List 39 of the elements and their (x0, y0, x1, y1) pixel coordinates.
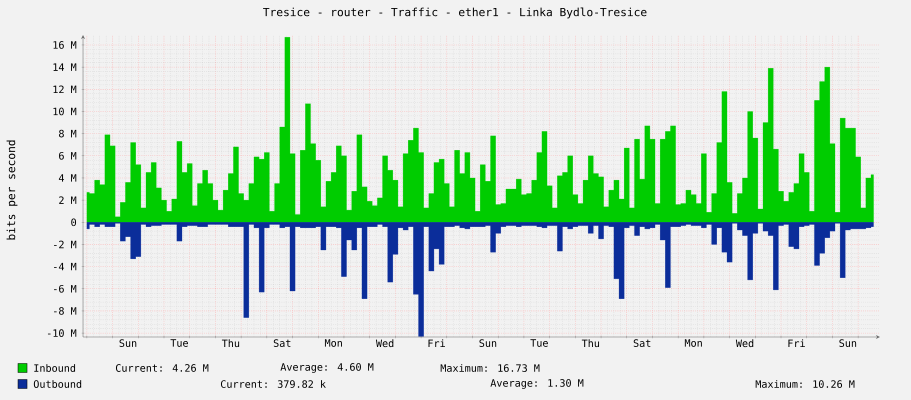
y-tick-label: 16 M (54, 41, 76, 49)
x-tick-label: Thu (222, 339, 240, 348)
legend-label: Inbound (34, 364, 76, 372)
y-tick-label: -2 M (54, 240, 76, 248)
x-tick-label: Tue (170, 339, 188, 347)
y-tick-label: 4 M (58, 174, 76, 182)
x-tick-label: Wed (376, 339, 394, 348)
x-tick-label: Fri (788, 339, 805, 347)
text: Average: 1.30 M (490, 379, 584, 389)
y-tick-label: 12 M (54, 86, 76, 94)
x-tick-label: Sat (274, 339, 290, 347)
chart-title: Tresice - router - Traffic - ether1 - Linka Bydlo-Tresice (263, 8, 646, 18)
y-tick-label: -10 M (48, 329, 76, 337)
text: Current: 379.82 k (220, 380, 326, 388)
y-tick-label: 6 M (59, 152, 76, 160)
x-tick-label: Sat (634, 339, 650, 347)
y-tick-label: -4 M (54, 262, 76, 270)
y-tick-label: 2 M (59, 196, 76, 204)
x-tick-label: Sun (120, 339, 136, 347)
text: Current: 4.26 M (116, 364, 208, 372)
y-tick-label: 0 (71, 218, 76, 226)
text: Maximum: 16.73 M (440, 364, 540, 372)
y-tick-label: 10 M (54, 108, 76, 116)
x-tick-label: Wed (736, 339, 754, 348)
x-tick-label: Tue (530, 339, 548, 347)
text: Maximum: 10.26 M (756, 380, 854, 388)
x-tick-label: Mon (684, 339, 702, 347)
x-tick-label: Mon (324, 339, 342, 347)
y-axis-title: bits per second (6, 140, 18, 240)
y-tick-label: -6 M (54, 284, 76, 293)
text: Average: 4.60 M (280, 363, 374, 373)
y-tick-label: 14 M (54, 63, 76, 71)
x-tick-label: Thu (582, 339, 600, 348)
x-tick-label: Sun (479, 339, 496, 347)
x-tick-label: Fri (428, 339, 445, 347)
x-tick-label: Sun (839, 339, 856, 347)
y-tick-label: -8 M (54, 307, 76, 315)
y-tick-label: 8 M (59, 130, 76, 138)
legend-label: Outbound (34, 380, 82, 388)
